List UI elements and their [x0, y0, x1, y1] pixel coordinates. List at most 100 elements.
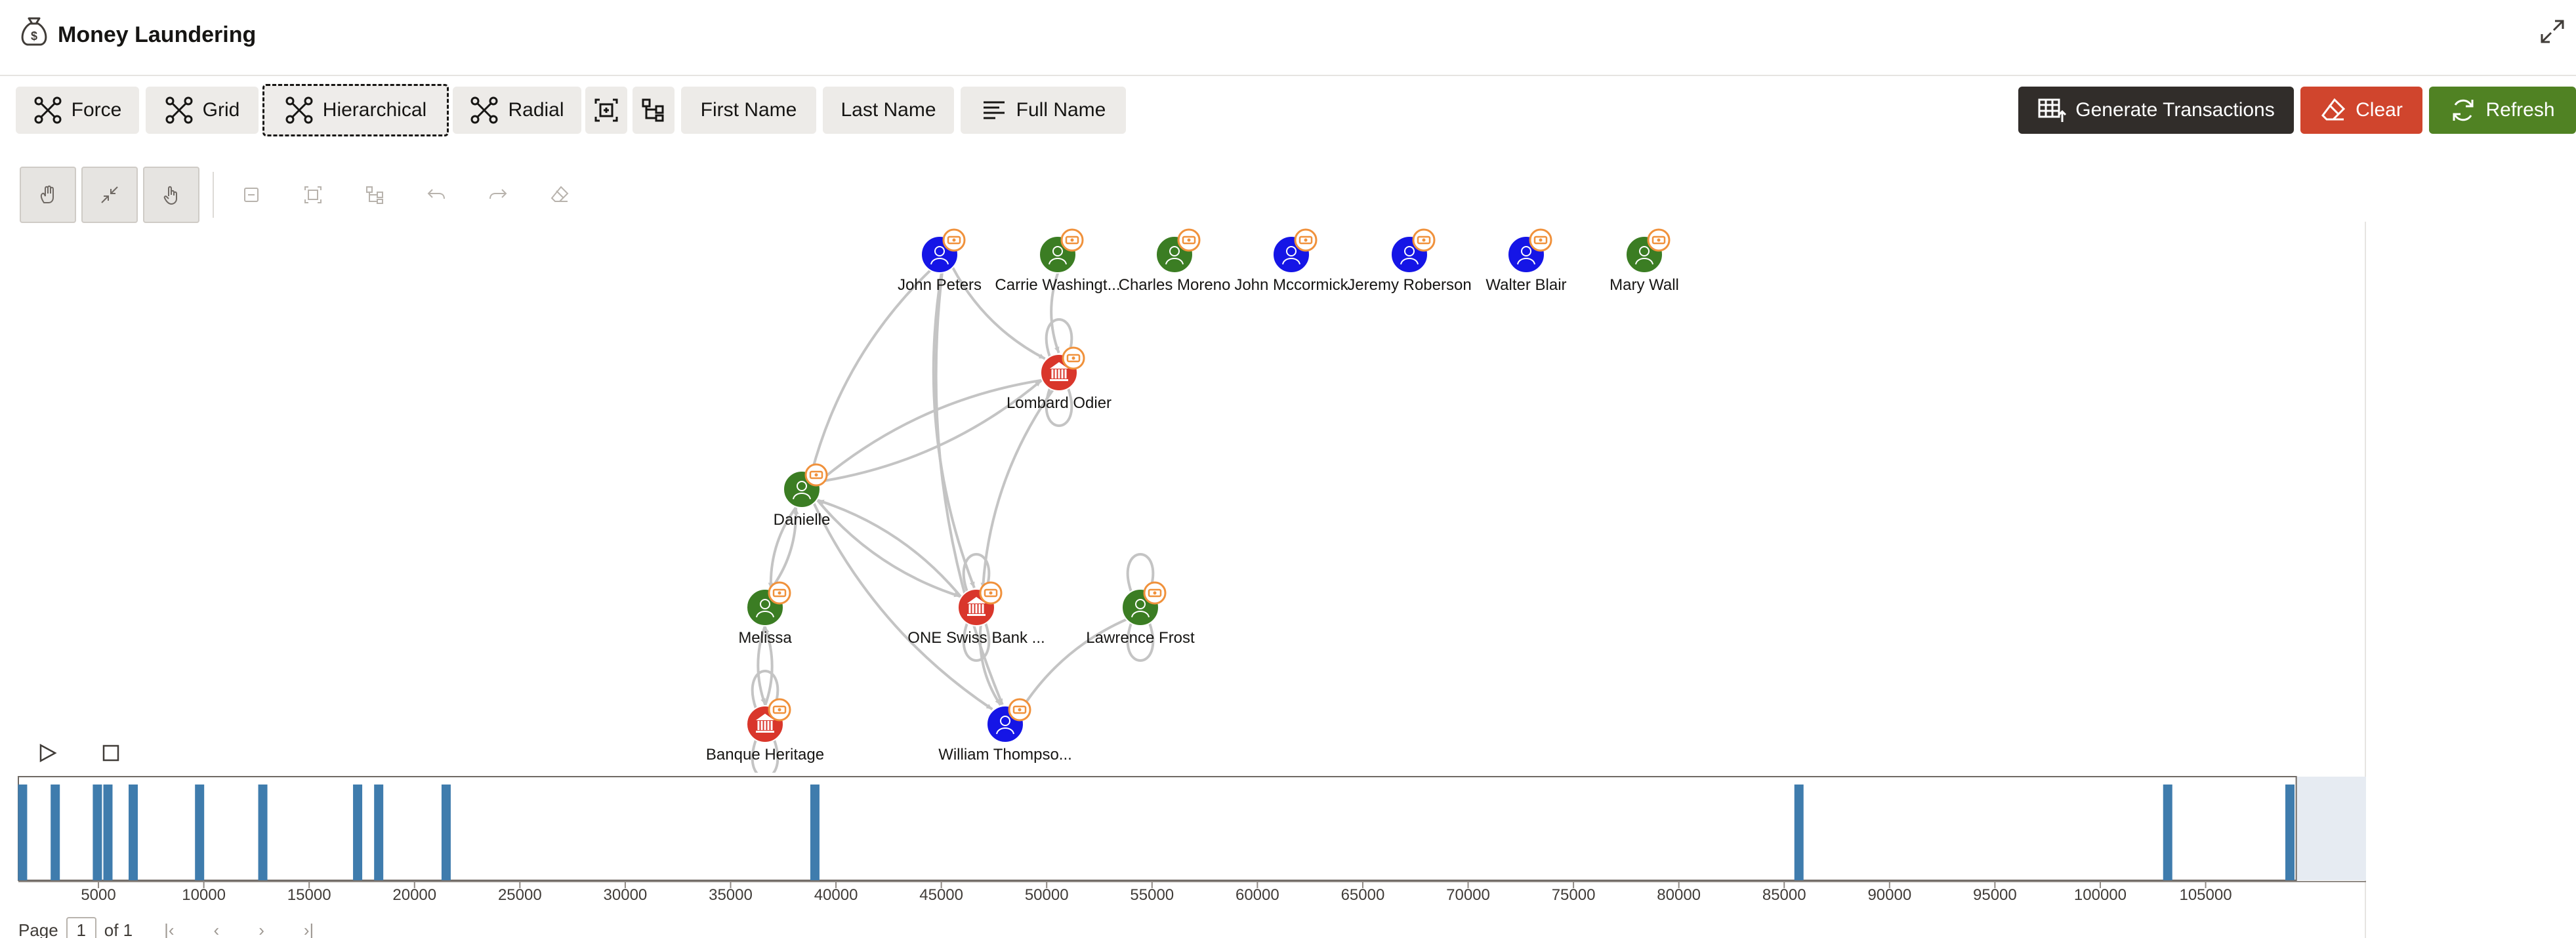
graph-loop-edge[interactable] [751, 670, 779, 709]
fit-view-button[interactable] [585, 87, 627, 134]
next-page-icon[interactable]: › [259, 920, 264, 938]
graph-loop-edge[interactable] [1126, 553, 1155, 592]
last-page-icon[interactable]: ›| [303, 920, 314, 938]
graph-node-label: Melissa [738, 629, 792, 647]
graph-loop-edge[interactable] [962, 622, 991, 662]
graph-node-lf[interactable]: Lawrence Frost [1086, 581, 1195, 647]
fit-view-icon [594, 98, 618, 122]
graph-edge[interactable] [769, 508, 799, 591]
undo-tool[interactable] [408, 167, 465, 223]
graph-edge[interactable] [818, 379, 1042, 483]
app-header: $ Money Laundering [0, 0, 2576, 76]
graph-loop-edge[interactable] [962, 553, 991, 592]
graph-edge[interactable] [980, 389, 1054, 589]
money-badge-icon [768, 698, 791, 722]
grid-layout-label: Grid [202, 99, 240, 121]
force-layout-button[interactable]: Force [16, 87, 139, 134]
graph-edge[interactable] [978, 624, 1002, 706]
timeline-bar[interactable] [2163, 785, 2172, 880]
graph-node-lo[interactable]: Lombard Odier [1007, 346, 1111, 412]
graph-node-jp[interactable]: John Peters [898, 228, 982, 294]
fit-tool[interactable] [285, 167, 341, 223]
person-icon [1131, 599, 1150, 618]
graph-node-label: William Thompso... [938, 746, 1072, 764]
generate-transactions-button[interactable]: Generate Transactions [2018, 87, 2294, 134]
timeline-bar[interactable] [374, 785, 384, 880]
collapse-tool[interactable] [81, 167, 138, 223]
minimize-tool[interactable] [223, 167, 280, 223]
graph-edge[interactable] [816, 499, 961, 598]
grid-layout-button[interactable]: Grid [146, 87, 259, 134]
graph-node-mw[interactable]: Mary Wall [1610, 228, 1679, 294]
timeline-bar[interactable] [2285, 785, 2295, 880]
graph-node-jm[interactable]: John Mccormick [1234, 228, 1349, 294]
erase-tool[interactable] [531, 167, 588, 223]
person-icon [1282, 246, 1300, 265]
graph-node-jr[interactable]: Jeremy Roberson [1347, 228, 1472, 294]
graph-edge[interactable] [1050, 272, 1060, 354]
graph-node-label: Lawrence Frost [1086, 629, 1195, 647]
graph-node-cm[interactable]: Charles Moreno [1119, 228, 1231, 294]
hand-tool[interactable] [143, 167, 199, 223]
generate-transactions-label: Generate Transactions [2075, 99, 2275, 121]
graph-loop-edge[interactable] [1045, 388, 1073, 427]
stop-icon[interactable] [102, 744, 119, 762]
graph-edge[interactable] [764, 626, 774, 706]
expand-icon[interactable] [2539, 18, 2566, 45]
radial-layout-button[interactable]: Radial [453, 87, 581, 134]
graph-edge[interactable] [819, 378, 1043, 483]
graph-node-label: Banque Heritage [706, 746, 824, 764]
tree-layout-button[interactable] [633, 87, 675, 134]
refresh-icon [2453, 99, 2474, 121]
timeline-bar[interactable] [441, 785, 451, 880]
graph-edge[interactable] [768, 506, 798, 589]
graph-loop-edge[interactable] [1126, 622, 1155, 662]
timeline-bar[interactable] [810, 785, 820, 880]
timeline-bar[interactable] [93, 785, 102, 880]
tree-layout-icon [642, 98, 664, 122]
timeline-bar[interactable] [1794, 785, 1804, 880]
full-name-button[interactable]: Full Name [961, 87, 1126, 134]
prev-page-icon[interactable]: ‹ [213, 920, 220, 938]
graph-node-wt[interactable]: William Thompso... [938, 698, 1072, 764]
page-input[interactable]: 1 [66, 917, 96, 938]
timeline-bar[interactable] [51, 785, 60, 880]
graph-edge[interactable] [951, 266, 1046, 360]
timeline-bar[interactable] [103, 785, 113, 880]
money-badge-icon [1062, 346, 1085, 370]
graph-edge[interactable] [1019, 618, 1127, 712]
timeline-bar[interactable] [195, 785, 205, 880]
arrange-tool[interactable] [346, 167, 403, 223]
play-icon[interactable] [39, 743, 57, 763]
clear-button[interactable]: Clear [2300, 87, 2422, 134]
graph-edge[interactable] [757, 625, 766, 705]
graph-node-wb[interactable]: Walter Blair [1485, 228, 1567, 294]
graph-node-cw[interactable]: Carrie Washingt... [995, 228, 1121, 294]
timeline-bar[interactable] [129, 785, 138, 880]
refresh-button[interactable]: Refresh [2429, 87, 2576, 134]
timeline-bar[interactable] [258, 785, 268, 880]
timeline-bar[interactable] [18, 785, 28, 880]
graph-node-da[interactable]: Danielle [774, 463, 831, 529]
graph-node-os[interactable]: ONE Swiss Bank ... [907, 581, 1045, 647]
graph-node-me[interactable]: Melissa [738, 581, 792, 647]
graph-svg[interactable]: John Peters Carrie Washingt...Charles Mor… [0, 222, 2362, 779]
graph-edge[interactable] [810, 269, 932, 473]
graph-edge[interactable] [812, 502, 993, 710]
redo-tool[interactable] [470, 167, 526, 223]
graph-loop-edge[interactable] [1045, 318, 1073, 357]
graph-canvas[interactable]: John Peters Carrie Washingt... Charles Mor… [0, 222, 2366, 938]
hierarchical-layout-button[interactable]: Hierarchical [262, 84, 449, 136]
redo-icon [489, 189, 507, 199]
last-name-button[interactable]: Last Name [823, 87, 954, 134]
timeline-bar[interactable] [353, 785, 363, 880]
first-name-button[interactable]: First Name [681, 87, 816, 134]
money-badge-icon [1177, 228, 1201, 252]
pan-tool[interactable] [20, 167, 76, 223]
timeline-svg[interactable]: 5000 10000 15000 20000 25000 30000 35000 40000 4… [0, 722, 2366, 918]
graph-node-bh[interactable]: Banque Heritage [706, 698, 824, 764]
timeline[interactable]: 5000 10000 15000 20000 25000 30000 35000 40000 4… [0, 722, 2366, 938]
graph-edge[interactable] [818, 499, 963, 598]
person-icon [1400, 246, 1419, 265]
first-page-icon[interactable]: |‹ [164, 920, 175, 938]
